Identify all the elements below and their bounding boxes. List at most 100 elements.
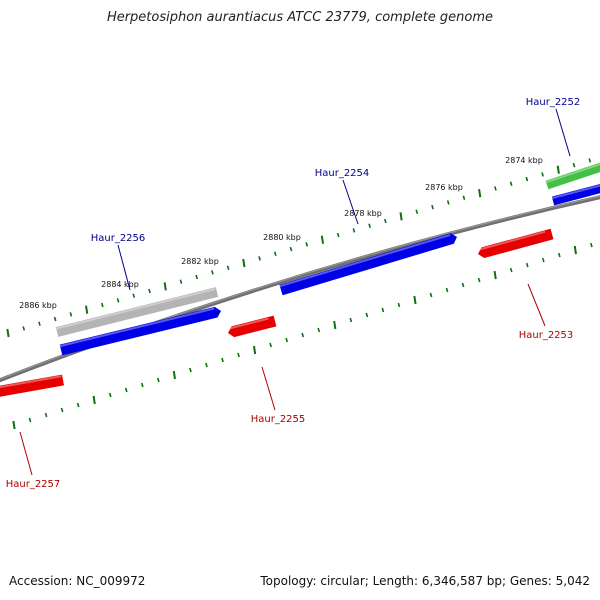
scale-tick [477,277,481,283]
scale-tick [494,186,497,191]
scale-tick [226,265,230,270]
scale-tick [541,172,544,177]
scale-tick [509,267,513,273]
scale-tick [590,242,593,248]
scale-tick [461,282,465,288]
scale-tick [108,392,112,398]
gene-label: Haur_2253 [519,330,574,341]
gene-leader-line [342,179,359,225]
scale-tick [352,228,356,233]
map-title: Herpetosiphon aurantiacus ATCC 23779, co… [106,10,494,25]
scale-tick [179,279,183,284]
gene-haur-2257 [0,374,64,397]
scale-tick [446,200,450,205]
gene-haur-2254-shine [279,233,451,288]
scale-tick [85,305,89,314]
scale-tick [116,298,120,303]
scale-tick [132,293,136,298]
gene-label: Haur_2256 [91,233,146,244]
scale-tick [237,352,240,358]
gene-haur-2252-partner [551,183,600,206]
scale-tick [413,295,417,305]
scale-tick [349,317,353,323]
scale-tick [205,362,208,368]
scale-tick [397,302,401,308]
scale-tick [156,377,160,383]
gene-leader-line [527,283,546,327]
scale-tick [289,246,293,252]
gene-leader-line [261,366,276,411]
gene-label: Haur_2255 [251,414,306,425]
scale-tick [381,307,385,313]
gene-haur-2256 [55,287,219,337]
scale-tick [69,312,73,317]
gene-haur-2257-shine [0,375,62,389]
gene-haur-2252-shine [545,163,600,184]
accession-label: Accession: NC_009972 [9,574,146,588]
scale-tick [285,337,289,343]
scale-label: 2874 kbp [505,156,543,165]
scale-label: 2882 kbp [181,257,219,266]
scale-tick [509,181,513,186]
scale-tick [541,257,545,263]
gene-leader-line [555,108,571,157]
scale-tick [301,332,305,338]
scale-tick [124,387,128,393]
scale-tick [572,162,576,168]
gene-haur-2256-cds [59,306,221,356]
scale-tick [28,417,32,423]
scale-tick [22,326,26,331]
scale-tick [140,382,144,388]
gene-haur-2256-shine [55,287,216,330]
gene-haur-2252 [545,162,600,190]
gene-label: Haur_2257 [6,479,61,490]
scale-tick [365,312,369,318]
gene-haur-2252-partner-shine [551,184,600,200]
scale-tick [573,245,577,255]
scale-tick [415,209,419,214]
scale-tick [305,242,309,247]
scale-tick [320,235,325,244]
gene-leader-line [117,244,131,291]
scale-tick [53,316,57,322]
gene-label: Haur_2254 [315,168,370,179]
scale-label: 2884 kbp [101,280,139,289]
gene-leader-line [19,431,33,476]
scale-tick [557,252,561,258]
scale-tick [429,292,433,298]
scale-tick [211,270,214,275]
scale-tick [38,321,41,326]
scale-tick [462,195,466,200]
scale-tick [44,412,48,418]
gene-haur-2253-shine [476,230,546,252]
scale-tick [273,251,277,256]
scale-tick [60,407,64,413]
scale-tick [148,288,151,294]
scale-tick [556,165,560,174]
scale-tick [368,223,371,228]
scale-tick [6,328,10,338]
scale-label: 2880 kbp [263,233,301,242]
scale-tick [317,327,321,333]
scale-tick [76,402,80,408]
scale-tick [336,232,340,238]
scale-tick [189,367,192,373]
scale-tick [383,218,387,224]
gene-haur-2256-cds-shine [59,307,215,348]
scale-label: 2886 kbp [19,301,57,310]
scale-tick [431,204,434,210]
scale-tick [525,262,529,268]
scale-tick [445,287,449,293]
genome-summary: Topology: circular; Length: 6,346,587 bp… [260,574,590,588]
scale-tick [100,302,104,308]
gene-haur-2255-shine [226,317,269,331]
scale-tick [333,320,337,330]
gene-haur-2254 [279,233,457,296]
scale-tick [478,188,482,198]
gene-label: Haur_2252 [526,97,581,108]
scale-tick [172,370,176,380]
scale-tick [195,274,199,280]
gene-haur-2253 [478,228,554,259]
scale-label: 2876 kbp [425,183,463,192]
